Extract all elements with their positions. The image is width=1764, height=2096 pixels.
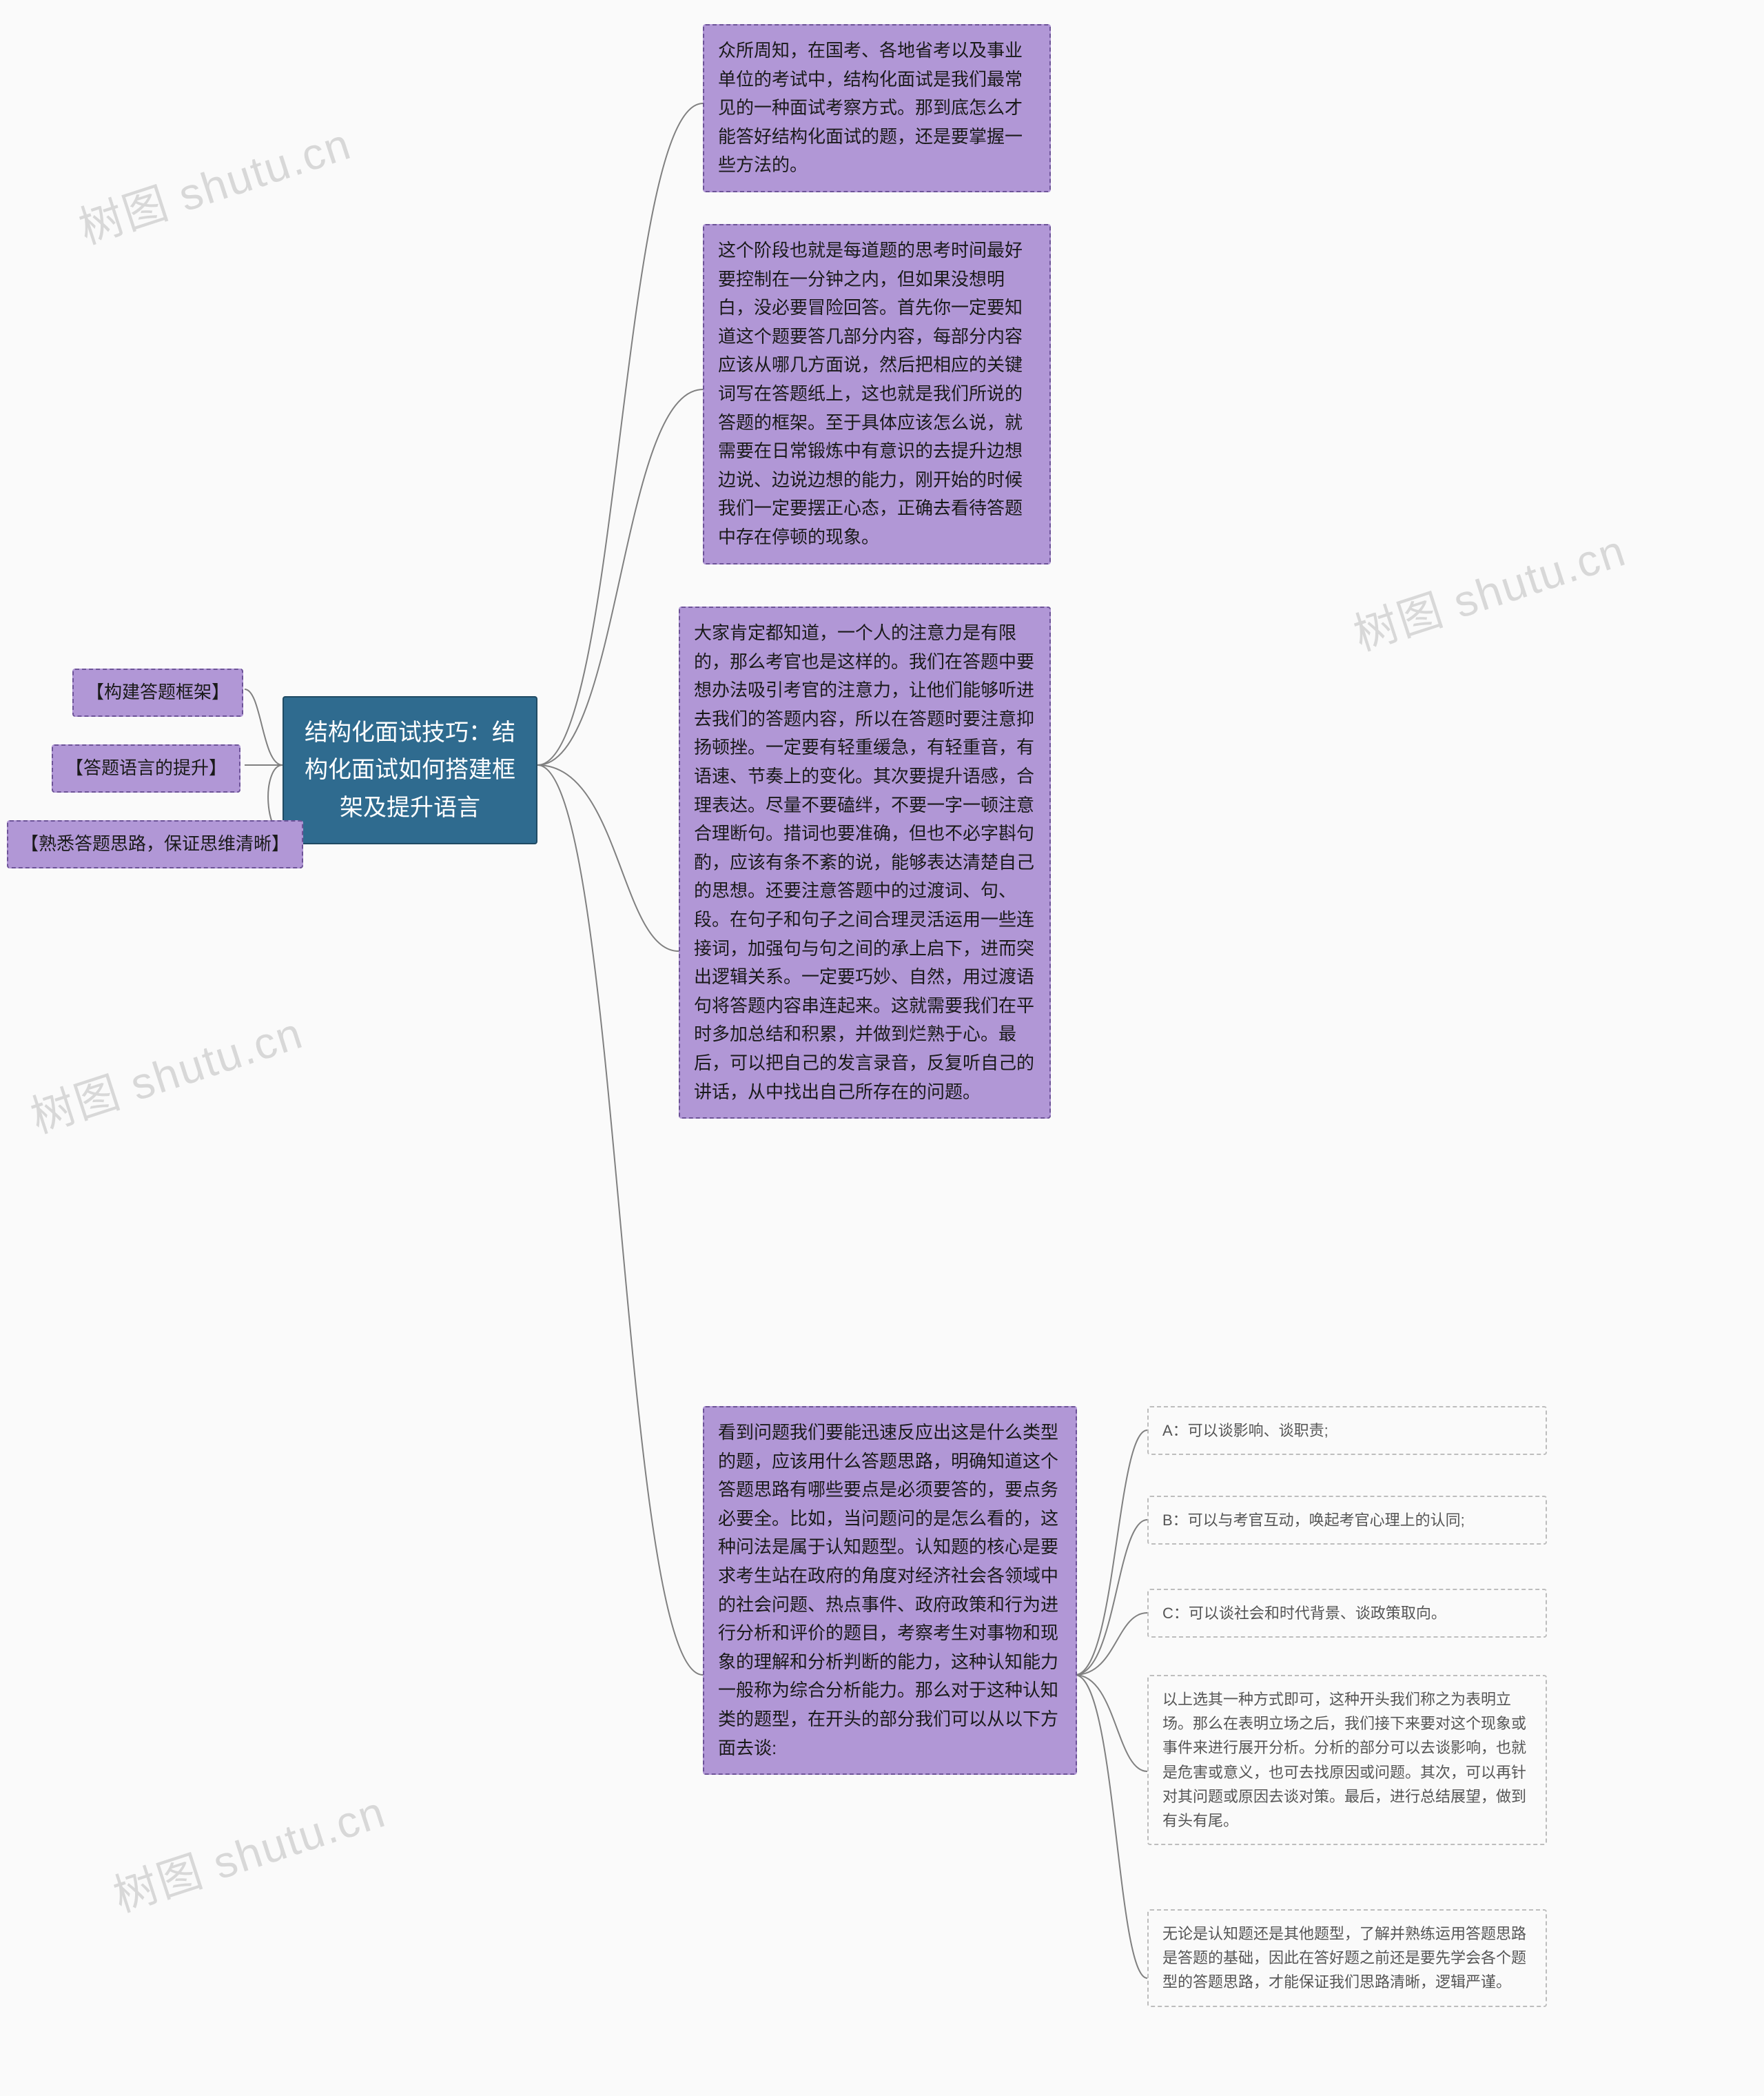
right-purple-node-2[interactable]: 这个阶段也就是每道题的思考时间最好要控制在一分钟之内，但如果没想明白，没必要冒险… <box>703 224 1051 564</box>
right-purple-node-4[interactable]: 看到问题我们要能迅速反应出这是什么类型的题，应该用什么答题思路，明确知道这个答题… <box>703 1406 1077 1775</box>
right-gray-node-e[interactable]: 无论是认知题还是其他题型，了解并熟练运用答题思路是答题的基础，因此在答好题之前还… <box>1147 1909 1547 2007</box>
right-gray-node-a[interactable]: A：可以谈影响、谈职责; <box>1147 1406 1547 1455</box>
left-node-2[interactable]: 【答题语言的提升】 <box>52 744 240 793</box>
right-gray-node-d[interactable]: 以上选其一种方式即可，这种开头我们称之为表明立场。那么在表明立场之后，我们接下来… <box>1147 1675 1547 1845</box>
watermark: 树图 shutu.cn <box>22 998 310 1146</box>
right-purple-node-3[interactable]: 大家肯定都知道，一个人的注意力是有限的，那么考官也是这样的。我们在答题中要想办法… <box>679 607 1051 1119</box>
watermark: 树图 shutu.cn <box>1345 516 1633 663</box>
root-node[interactable]: 结构化面试技巧：结构化面试如何搭建框架及提升语言 <box>283 696 537 844</box>
left-node-1[interactable]: 【构建答题框架】 <box>72 669 243 717</box>
left-node-3[interactable]: 【熟悉答题思路，保证思维清晰】 <box>7 820 303 868</box>
right-gray-node-b[interactable]: B：可以与考官互动，唤起考官心理上的认同; <box>1147 1496 1547 1545</box>
watermark: 树图 shutu.cn <box>70 109 358 256</box>
right-purple-node-1[interactable]: 众所周知，在国考、各地省考以及事业单位的考试中，结构化面试是我们最常见的一种面试… <box>703 24 1051 192</box>
right-gray-node-c[interactable]: C：可以谈社会和时代背景、谈政策取向。 <box>1147 1589 1547 1638</box>
watermark: 树图 shutu.cn <box>105 1777 393 1924</box>
mindmap-canvas: 树图 shutu.cn 树图 shutu.cn 树图 shutu.cn 树图 s… <box>0 0 1764 2096</box>
